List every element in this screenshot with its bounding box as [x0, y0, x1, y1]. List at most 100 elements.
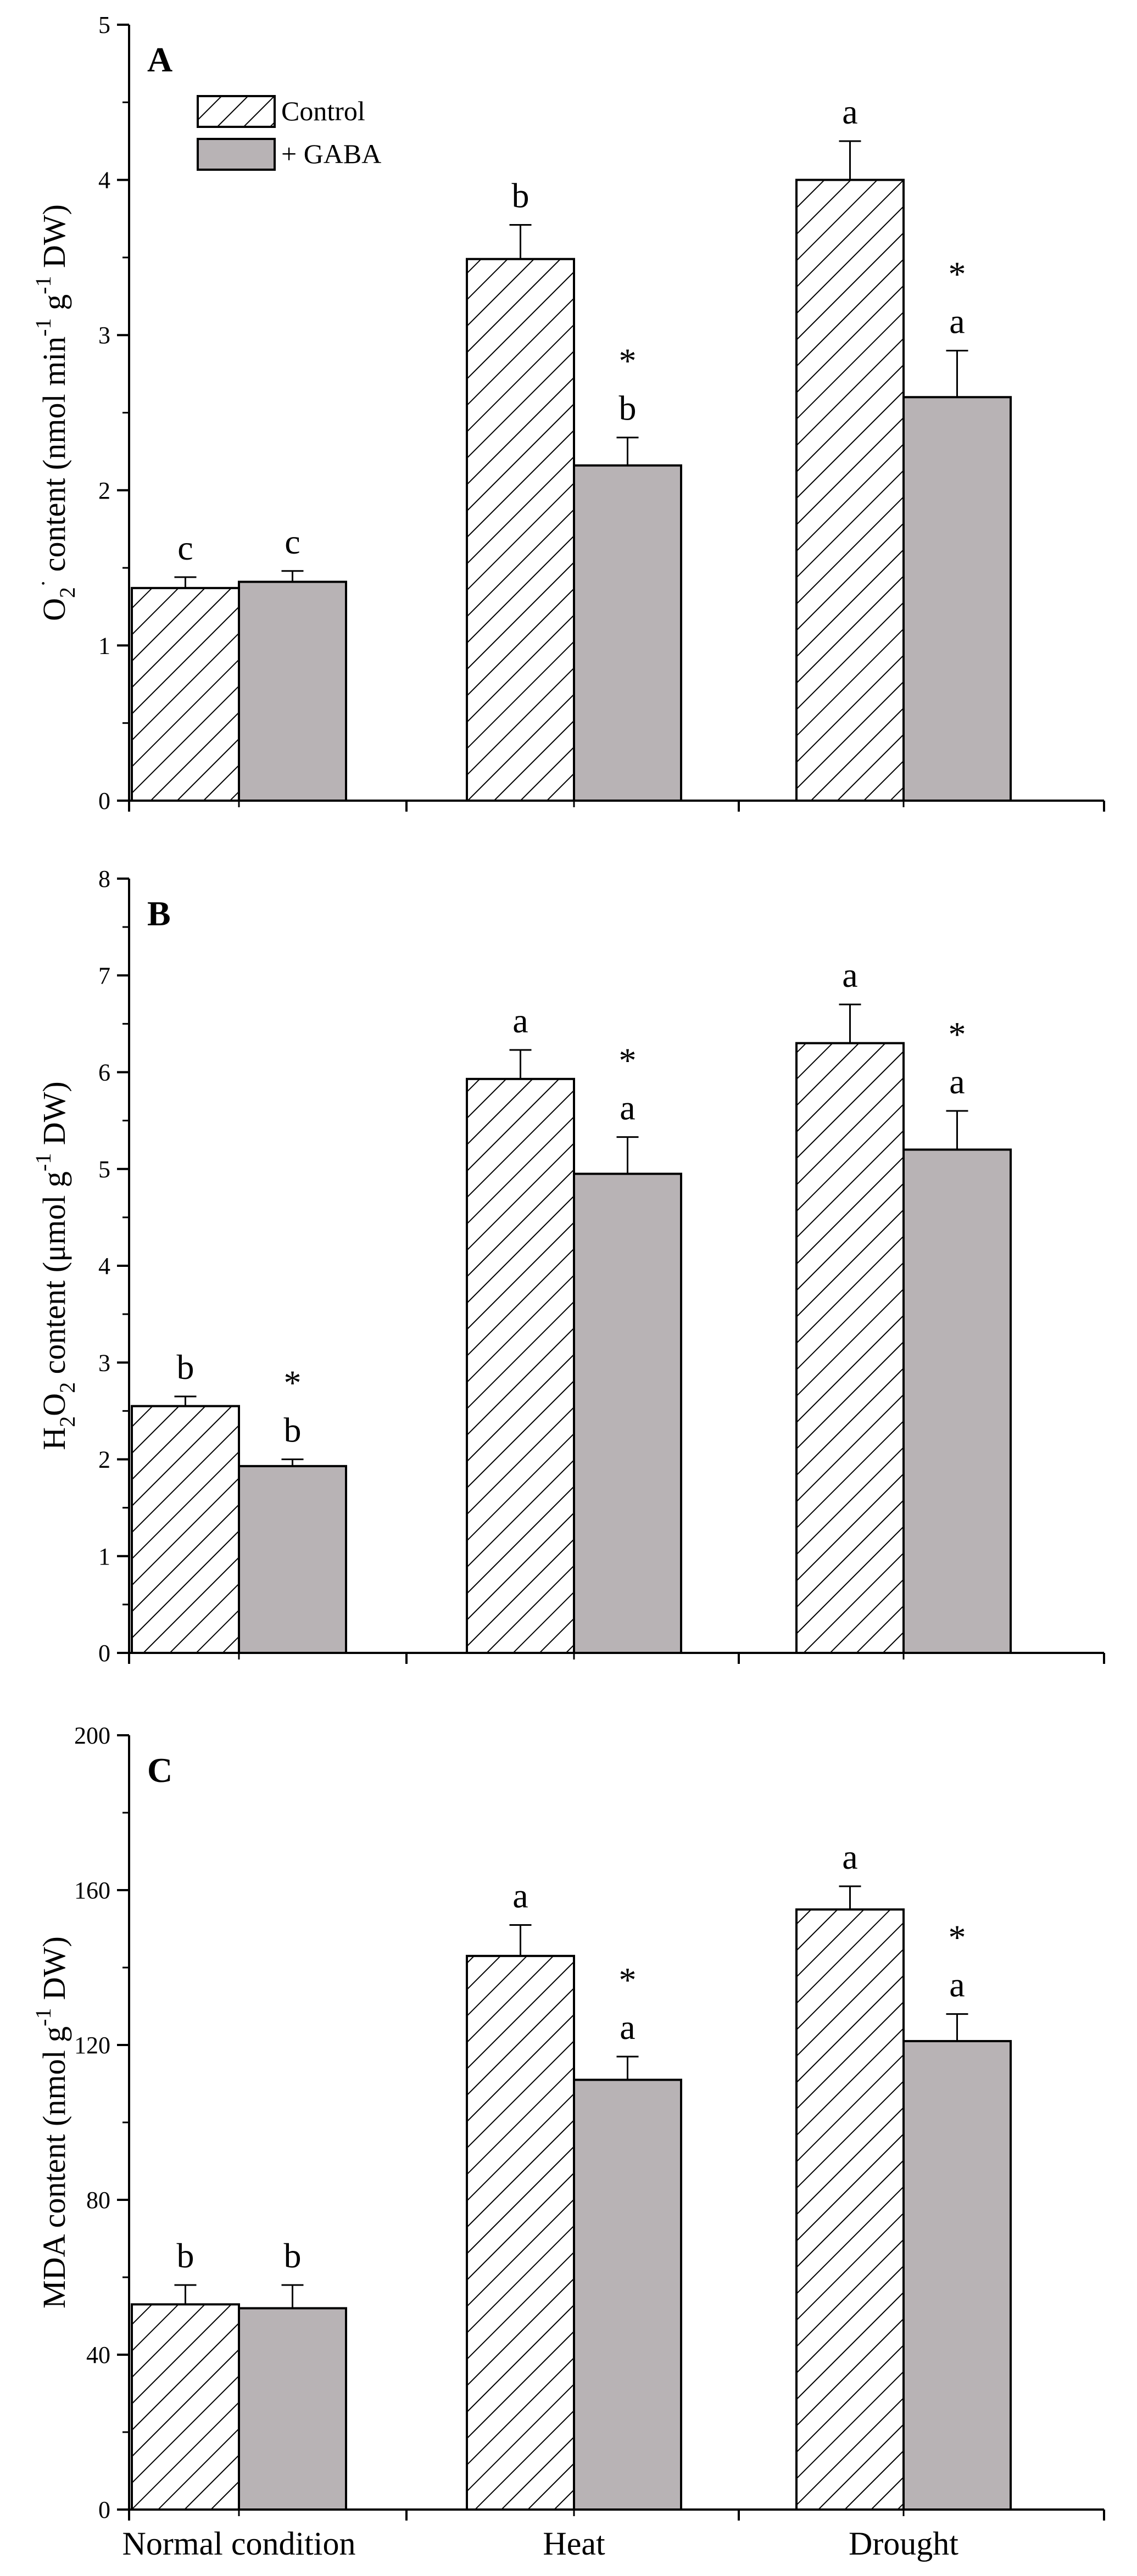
- significance-star: *: [949, 1015, 966, 1054]
- x-category-label: Heat: [543, 2525, 605, 2562]
- significance-letter: a: [512, 1876, 528, 1915]
- panel-label: A: [147, 40, 172, 79]
- significance-star: *: [619, 1041, 637, 1080]
- legend-swatch-gaba: [197, 138, 276, 171]
- bar-gaba: [238, 2307, 347, 2511]
- bar-control: [466, 258, 575, 802]
- significance-letter: a: [842, 1837, 857, 1876]
- bar-control: [795, 1042, 905, 1654]
- y-axis-label: MDA content (nmol g-1 DW): [31, 1936, 72, 2309]
- significance-star: *: [284, 1364, 302, 1402]
- significance-star: *: [949, 254, 966, 293]
- significance-letter: b: [284, 1411, 302, 1450]
- bar-gaba: [238, 580, 347, 802]
- y-tick-label: 5: [98, 1156, 110, 1183]
- y-axis-label-part: 2: [55, 1382, 80, 1393]
- bar-gaba: [573, 464, 682, 802]
- y-tick-label: 6: [98, 1059, 110, 1086]
- y-tick-label: 2: [98, 477, 110, 504]
- y-axis-label-part: O: [36, 598, 72, 621]
- y-tick-label: 200: [74, 1722, 110, 1749]
- bar-control: [466, 1077, 575, 1654]
- y-tick-label: 1: [98, 632, 110, 659]
- y-axis-label-part: DW): [36, 204, 72, 276]
- significance-letter: a: [842, 92, 857, 131]
- y-axis-label-part: MDA content (nmol g: [36, 2026, 72, 2309]
- y-tick-label: 4: [98, 1253, 110, 1279]
- y-tick-label: 8: [98, 865, 110, 892]
- bar-control: [131, 1405, 240, 1654]
- bar-gaba: [573, 2078, 682, 2511]
- y-tick-label: 2: [98, 1446, 110, 1473]
- bar-gaba: [902, 2039, 1012, 2511]
- significance-letter: a: [949, 1965, 965, 2004]
- y-tick-label: 120: [74, 2032, 110, 2059]
- y-axis-label-part: 2: [55, 1416, 80, 1427]
- significance-letter: b: [177, 1348, 194, 1387]
- significance-star: *: [619, 1960, 637, 1999]
- y-axis-label: H2O2 content (μmol g-1 DW): [31, 1081, 80, 1450]
- y-axis-label-part: 2: [55, 587, 80, 598]
- bar-gaba: [238, 1465, 347, 1654]
- chart-panel-c: 0 40 80 120 160 200 C MDA content (nmol g-1 DW)…: [31, 1722, 1105, 2562]
- significance-letter: c: [285, 522, 300, 561]
- y-tick-label: 3: [98, 322, 110, 349]
- x-category-label: Drought: [849, 2525, 958, 2562]
- y-axis-label-part: content (nmol min: [36, 337, 72, 580]
- y-tick-label: 0: [98, 2496, 110, 2523]
- y-tick-label: 7: [98, 962, 110, 989]
- bar-control: [131, 586, 240, 802]
- legend-label: Control: [281, 96, 365, 126]
- y-axis-label-part: O: [36, 1393, 72, 1416]
- y-axis-label-part: -1: [31, 1153, 55, 1171]
- legend: Control + GABA: [197, 95, 381, 171]
- y-axis-label-part: H: [36, 1427, 72, 1450]
- bar-gaba: [573, 1172, 682, 1654]
- bar-gaba: [902, 396, 1012, 802]
- significance-letter: b: [177, 2236, 194, 2275]
- y-axis-label-part: g: [36, 294, 72, 318]
- y-axis-label-part: ·: [31, 580, 55, 587]
- x-category-label: Normal condition: [122, 2525, 356, 2562]
- significance-letter: a: [620, 2008, 635, 2047]
- bar-gaba: [902, 1148, 1012, 1654]
- significance-letter: a: [620, 1088, 635, 1127]
- y-axis-label-part: -1: [31, 276, 55, 294]
- significance-letter: a: [512, 1001, 528, 1040]
- panel-label: B: [147, 894, 171, 933]
- y-tick-label: 160: [74, 1877, 110, 1904]
- y-tick-label: 0: [98, 787, 110, 814]
- significance-letter: b: [512, 176, 530, 215]
- significance-star: *: [949, 1918, 966, 1957]
- legend-label: + GABA: [281, 138, 381, 169]
- y-axis-label: O2· content (nmol min-1 g-1 DW): [31, 204, 80, 621]
- y-tick-label: 1: [98, 1543, 110, 1570]
- y-axis-label-part: DW): [36, 1081, 72, 1153]
- y-tick-label: 4: [98, 167, 110, 194]
- y-axis-label-part: content (μmol g: [36, 1171, 72, 1382]
- y-tick-label: 80: [86, 2187, 110, 2214]
- bar-control: [795, 178, 905, 802]
- y-tick-label: 40: [86, 2342, 110, 2368]
- significance-letter: c: [177, 528, 193, 567]
- bar-control: [795, 1908, 905, 2511]
- y-tick-label: 3: [98, 1349, 110, 1376]
- y-axis-label-part: -1: [31, 318, 55, 336]
- significance-star: *: [619, 342, 637, 381]
- significance-letter: a: [949, 1062, 965, 1101]
- y-tick-label: 0: [98, 1640, 110, 1667]
- significance-letter: b: [284, 2236, 302, 2275]
- panel-label: C: [147, 1751, 172, 1790]
- bar-control: [466, 1954, 575, 2511]
- bar-control: [131, 2303, 240, 2511]
- significance-letter: a: [842, 955, 857, 994]
- legend-swatch-control: [197, 95, 276, 128]
- y-axis-label-part: DW): [36, 1936, 72, 2008]
- y-axis-label-part: -1: [31, 2008, 55, 2026]
- y-tick-label: 5: [98, 12, 110, 38]
- significance-letter: a: [949, 301, 965, 340]
- significance-letter: b: [619, 389, 637, 428]
